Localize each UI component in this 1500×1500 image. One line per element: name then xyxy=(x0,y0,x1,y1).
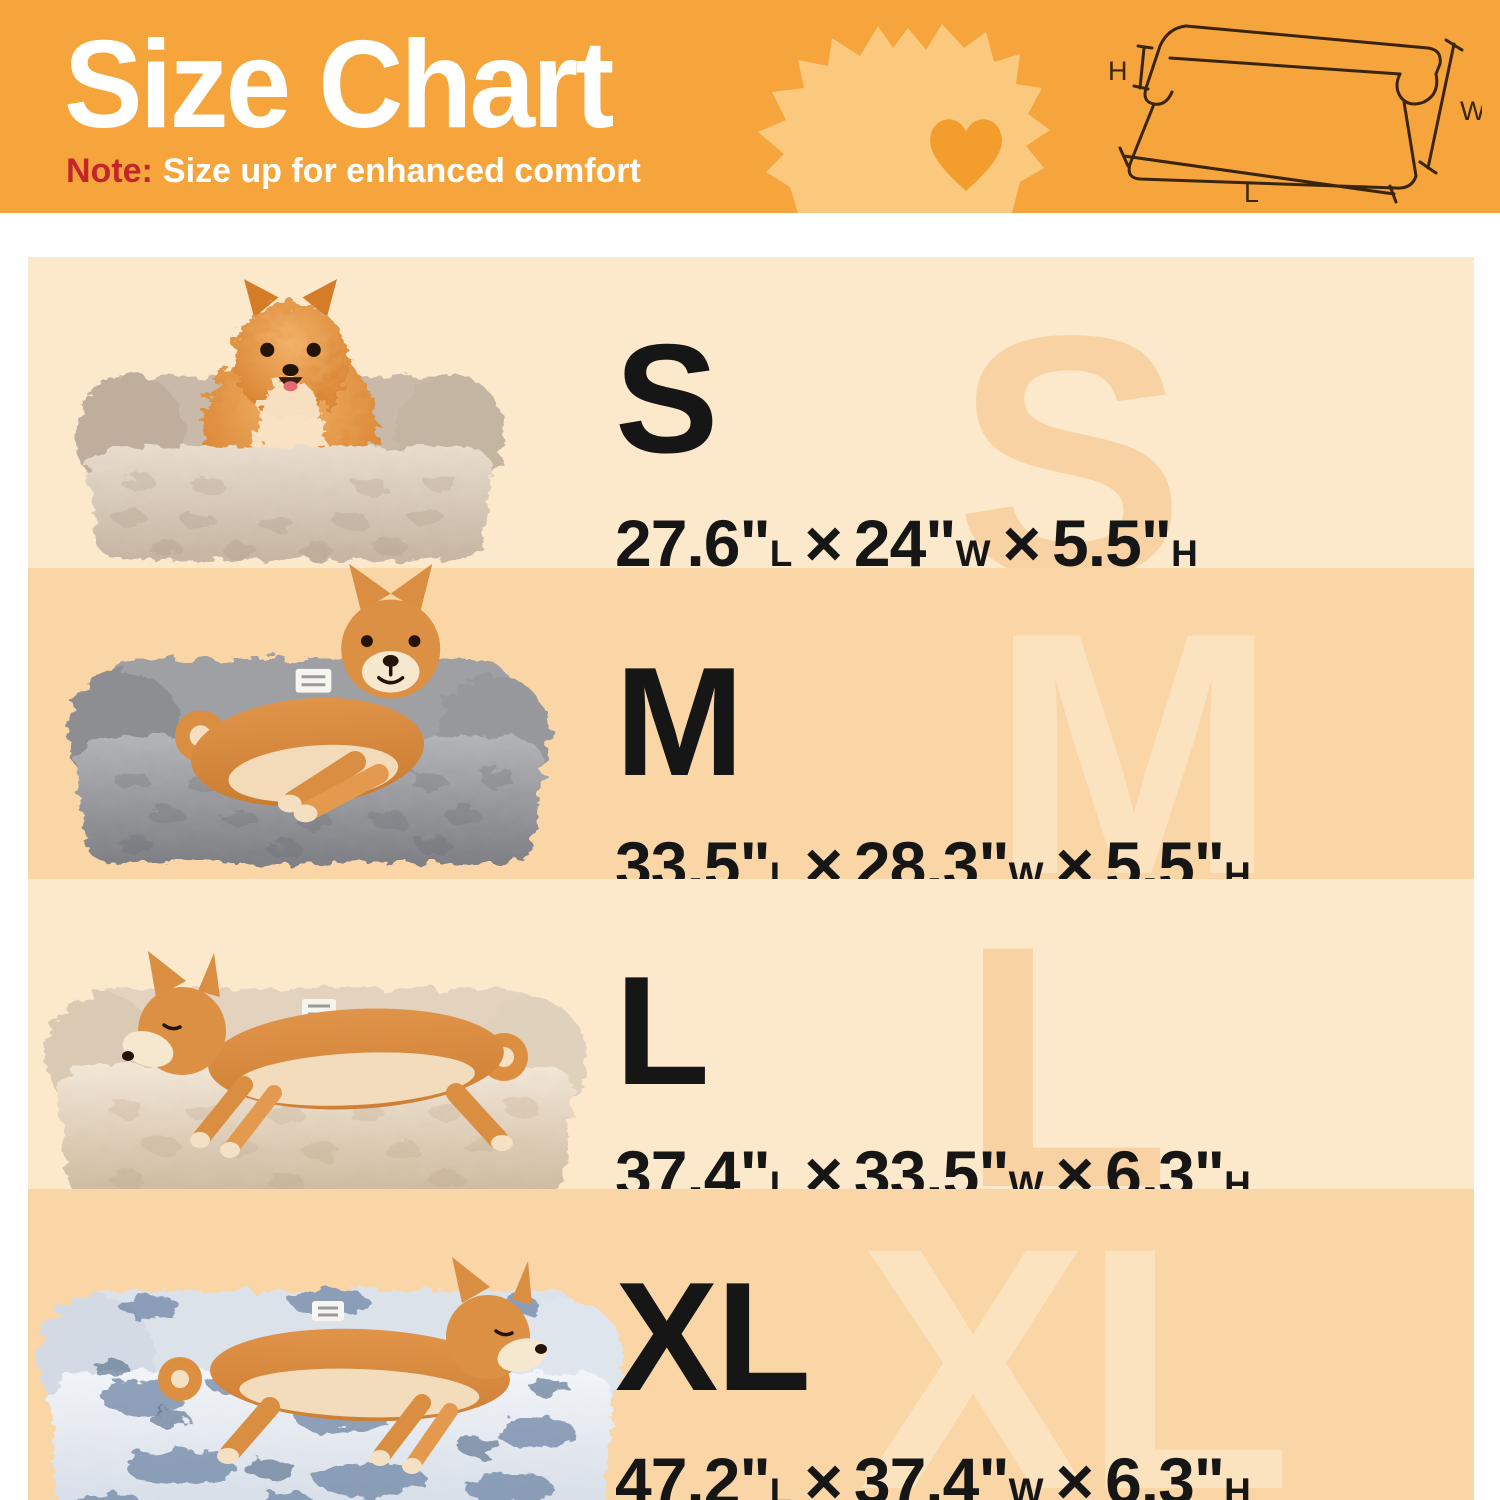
page-title: Size Chart xyxy=(64,16,614,154)
size-info-l: L 37.4"L × 33.5"W × 6.3"H xyxy=(615,943,1251,1213)
bed-photo-m-shiba xyxy=(67,563,552,863)
size-label: L xyxy=(615,943,710,1117)
size-label: XL xyxy=(615,1250,811,1424)
dim-height: 5.5" xyxy=(1052,505,1172,580)
size-info-m: M 33.5"L × 28.3"W × 5.5"H xyxy=(615,634,1251,904)
dim-length: 47.2" xyxy=(615,1443,771,1500)
size-dimensions: 27.6"L × 24"W × 5.5"H xyxy=(615,505,1198,580)
dog-shiba-sleeping xyxy=(158,1257,547,1475)
diagram-h-label: H xyxy=(1108,56,1128,86)
dim-length: 27.6" xyxy=(615,505,771,580)
brand-tag xyxy=(295,668,332,693)
dim-width: 37.4" xyxy=(853,1443,1010,1500)
size-row-m: M xyxy=(28,563,1474,927)
dog-shiba-sleeping xyxy=(122,950,528,1158)
note-text: Size up for enhanced comfort xyxy=(162,152,641,190)
header-banner: Size Chart Note: Size up for enhanced com… xyxy=(0,0,1500,213)
bed-photo-s-pomeranian xyxy=(76,279,505,560)
bed-photo-xl-shiba-sleeping xyxy=(38,1257,624,1500)
size-info-s: S 27.6"L × 24"W × 5.5"H xyxy=(615,312,1198,581)
multiply-sign: × xyxy=(1055,1443,1095,1500)
size-label: S xyxy=(615,312,718,485)
multiply-sign: × xyxy=(804,505,843,580)
fluffy-dog-heart-icon xyxy=(758,24,1050,213)
size-row-s: S xyxy=(28,257,1474,630)
size-label: M xyxy=(615,634,744,808)
multiply-sign: × xyxy=(804,1443,843,1500)
brand-tag xyxy=(312,1301,344,1322)
bed-dimension-diagram: H W L xyxy=(1108,24,1482,206)
note-label: Note: xyxy=(66,152,153,190)
size-info-xl: XL 47.2"L × 37.4"W × 6.3"H xyxy=(615,1250,1251,1500)
dog-shiba-lying xyxy=(174,563,441,823)
size-dimensions: 47.2"L × 37.4"W × 6.3"H xyxy=(615,1443,1251,1500)
size-row-l: L xyxy=(28,878,1474,1240)
multiply-sign: × xyxy=(1002,505,1041,580)
dim-height: 6.3" xyxy=(1105,1443,1225,1500)
diagram-w-label: W xyxy=(1460,96,1482,126)
bed-photo-l-shiba-sleeping xyxy=(46,950,586,1197)
note-line: Note: Size up for enhanced comfort xyxy=(66,152,641,191)
size-row-xl: XL xyxy=(28,1189,1474,1500)
size-rows-panel: S xyxy=(28,257,1474,1500)
dim-width: 24" xyxy=(853,505,957,580)
diagram-l-label: L xyxy=(1244,178,1259,206)
